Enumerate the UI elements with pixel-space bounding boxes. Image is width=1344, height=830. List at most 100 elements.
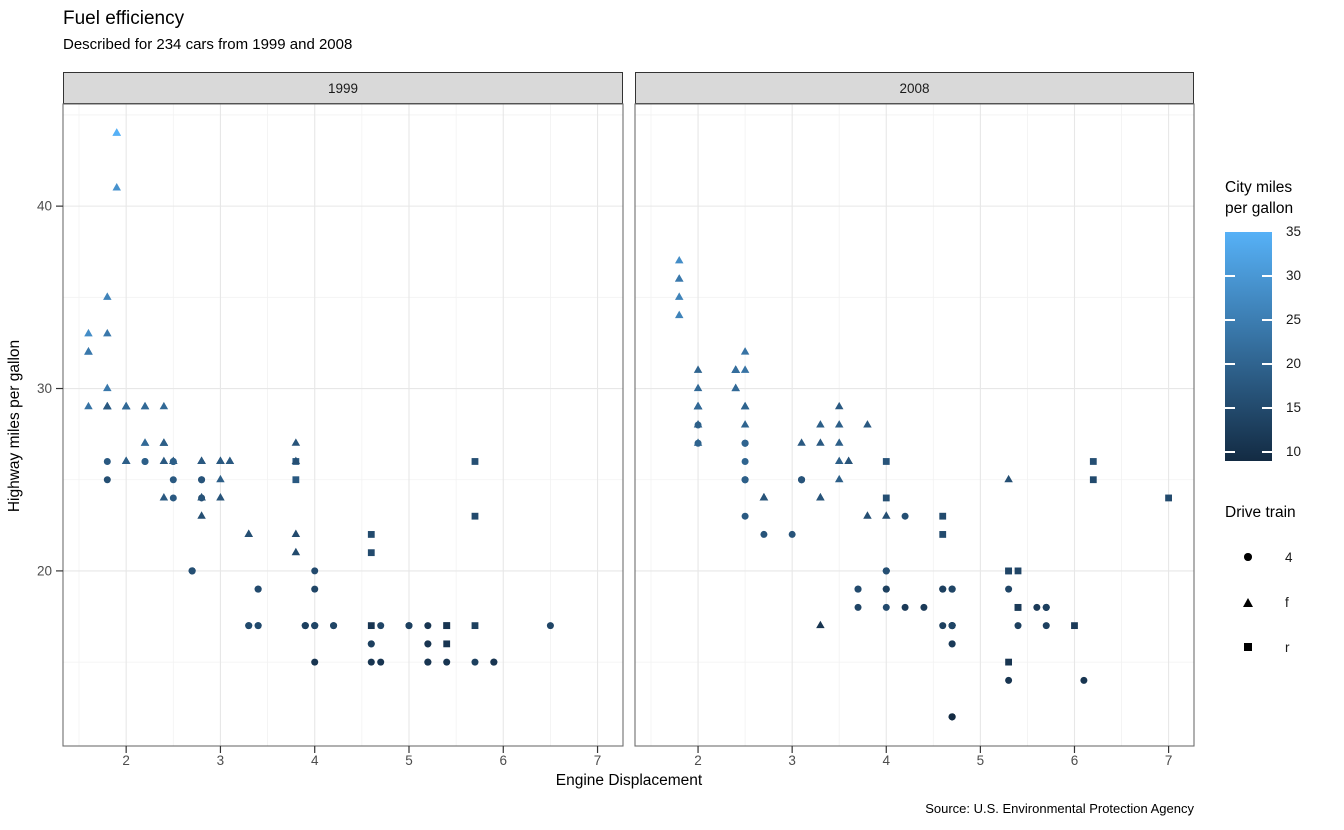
data-point-circle bbox=[1033, 603, 1041, 611]
data-point-circle bbox=[367, 658, 375, 666]
data-point-triangle bbox=[1004, 474, 1013, 483]
data-point-circle bbox=[103, 476, 111, 484]
data-point-circle bbox=[443, 658, 451, 666]
data-point-circle bbox=[546, 622, 554, 630]
colorbar-tick-mark bbox=[1225, 450, 1235, 454]
colorbar-tick-mark bbox=[1262, 362, 1272, 366]
colorbar-tick-label: 10 bbox=[1286, 444, 1302, 460]
colorbar-tick-label: 25 bbox=[1286, 312, 1302, 328]
data-point-circle bbox=[901, 603, 909, 611]
data-point-triangle bbox=[159, 401, 169, 410]
data-point-square bbox=[443, 622, 451, 630]
data-point-square bbox=[1014, 567, 1022, 575]
data-point-triangle bbox=[197, 493, 206, 501]
triangle-glyph-icon bbox=[1240, 594, 1256, 610]
data-point-circle bbox=[254, 622, 262, 630]
square-glyph-icon bbox=[1240, 639, 1256, 655]
data-point-square bbox=[939, 512, 947, 520]
data-point-triangle bbox=[816, 420, 825, 428]
facet-strip-1999: 1999 bbox=[63, 72, 623, 104]
data-point-triangle bbox=[159, 438, 169, 446]
data-point-triangle bbox=[103, 383, 112, 392]
data-point-triangle bbox=[216, 493, 225, 501]
data-point-circle bbox=[948, 640, 956, 648]
data-point-square bbox=[471, 512, 479, 520]
x-tick-label: 7 bbox=[594, 753, 602, 768]
data-point-circle bbox=[198, 476, 206, 484]
colorbar-tick-mark bbox=[1262, 406, 1272, 410]
data-point-triangle bbox=[103, 401, 112, 410]
data-point-circle bbox=[939, 622, 947, 630]
data-point-triangle bbox=[797, 438, 806, 446]
data-point-triangle bbox=[216, 474, 225, 483]
data-point-triangle bbox=[291, 438, 301, 446]
data-point-triangle bbox=[291, 456, 301, 465]
data-point-circle bbox=[471, 658, 479, 666]
data-point-circle bbox=[882, 585, 890, 593]
data-point-circle bbox=[377, 622, 385, 630]
data-point-square bbox=[1005, 658, 1013, 666]
data-point-triangle bbox=[740, 420, 750, 428]
x-tick-label: 5 bbox=[405, 753, 413, 768]
y-tick-label: 40 bbox=[37, 199, 52, 214]
data-point-triangle bbox=[863, 420, 872, 428]
data-point-square bbox=[367, 531, 375, 538]
data-point-circle bbox=[939, 585, 947, 593]
data-point-triangle bbox=[674, 292, 684, 300]
data-point-circle bbox=[330, 622, 338, 630]
x-tick-label: 4 bbox=[883, 753, 891, 768]
data-point-circle bbox=[1005, 585, 1013, 593]
data-point-circle bbox=[741, 512, 749, 520]
data-point-circle bbox=[920, 603, 928, 611]
data-point-circle bbox=[901, 512, 909, 520]
data-point-triangle bbox=[112, 128, 121, 136]
data-point-triangle bbox=[731, 383, 740, 392]
data-point-circle bbox=[1042, 622, 1050, 630]
data-point-square bbox=[471, 458, 479, 465]
data-point-triangle bbox=[291, 529, 301, 537]
data-point-triangle bbox=[834, 438, 844, 446]
data-point-triangle bbox=[674, 274, 684, 282]
data-point-circle bbox=[741, 457, 749, 465]
data-point-triangle bbox=[816, 493, 825, 501]
data-point-square bbox=[471, 622, 479, 630]
data-point-circle bbox=[798, 476, 806, 484]
data-point-square bbox=[1165, 494, 1172, 502]
y-tick-label: 30 bbox=[37, 381, 52, 396]
data-point-triangle bbox=[84, 328, 93, 337]
data-point-circle bbox=[103, 457, 111, 465]
color-legend-title-line2: per gallon bbox=[1225, 199, 1294, 217]
data-point-triangle bbox=[225, 456, 235, 465]
data-point-triangle bbox=[121, 456, 131, 465]
x-tick-label: 3 bbox=[217, 753, 225, 768]
y-axis-title: Highway miles per gallon bbox=[6, 339, 23, 513]
facet-label-2008: 2008 bbox=[899, 80, 930, 96]
data-point-square bbox=[367, 622, 375, 630]
colorbar-tick-mark bbox=[1225, 318, 1235, 322]
x-tick-label: 2 bbox=[694, 753, 702, 768]
data-point-circle bbox=[854, 603, 862, 611]
data-point-circle bbox=[311, 585, 319, 593]
data-point-triangle bbox=[759, 493, 769, 501]
data-point-circle bbox=[882, 603, 890, 611]
colorbar-tick-label: 30 bbox=[1286, 268, 1302, 284]
data-point-circle bbox=[245, 622, 253, 630]
data-point-triangle bbox=[816, 438, 825, 446]
data-point-circle bbox=[1080, 676, 1088, 684]
x-tick-label: 7 bbox=[1165, 753, 1173, 768]
data-point-circle bbox=[882, 567, 890, 575]
x-tick-label: 2 bbox=[122, 753, 130, 768]
x-tick-label: 4 bbox=[311, 753, 319, 768]
data-point-circle bbox=[760, 530, 768, 538]
data-point-triangle bbox=[882, 511, 891, 519]
data-point-triangle bbox=[84, 347, 93, 355]
data-point-circle bbox=[169, 476, 177, 484]
data-point-triangle bbox=[103, 328, 112, 337]
data-point-circle bbox=[377, 658, 385, 666]
data-point-circle bbox=[741, 439, 749, 447]
data-point-square bbox=[939, 531, 947, 538]
data-point-circle bbox=[1005, 676, 1013, 684]
colorbar-tick-mark bbox=[1225, 406, 1235, 410]
colorbar-tick-mark bbox=[1262, 274, 1272, 278]
